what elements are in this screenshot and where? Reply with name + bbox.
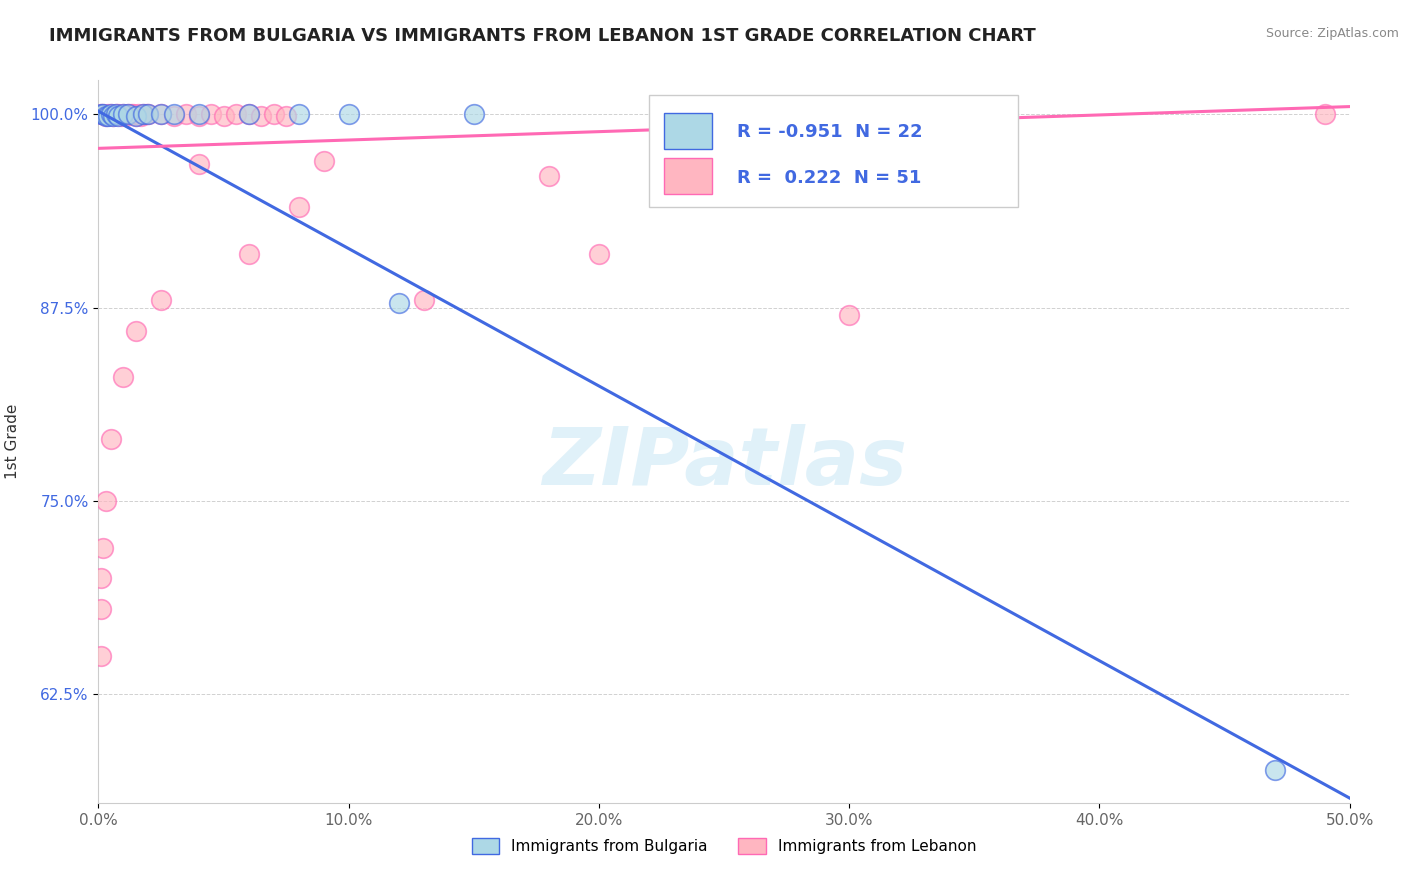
- Point: [412, 293, 434, 307]
- Bar: [664, 158, 711, 194]
- Point: [90, 572, 112, 586]
- Point: [112, 107, 135, 121]
- Point: [150, 107, 173, 121]
- Point: [132, 107, 155, 121]
- Point: [150, 293, 173, 307]
- Point: [104, 107, 127, 121]
- Point: [100, 107, 122, 121]
- Text: ZIPatlas: ZIPatlas: [541, 425, 907, 502]
- Point: [100, 107, 122, 121]
- Point: [337, 107, 360, 121]
- Point: [103, 109, 125, 123]
- Point: [94, 494, 117, 508]
- Point: [388, 296, 411, 310]
- Point: [838, 309, 860, 323]
- Point: [963, 107, 986, 121]
- Point: [1313, 107, 1336, 121]
- Point: [93, 107, 115, 121]
- Point: [312, 153, 335, 168]
- Point: [103, 109, 125, 123]
- Text: R =  0.222  N = 51: R = 0.222 N = 51: [737, 169, 921, 186]
- Point: [537, 169, 560, 184]
- Y-axis label: 1st Grade: 1st Grade: [4, 404, 20, 479]
- Point: [274, 109, 298, 123]
- Point: [94, 109, 117, 123]
- Bar: [664, 112, 711, 149]
- Point: [107, 107, 129, 121]
- Point: [250, 109, 273, 123]
- Point: [138, 107, 160, 121]
- Point: [117, 107, 139, 121]
- Point: [93, 541, 115, 555]
- Point: [122, 107, 145, 121]
- Point: [138, 107, 160, 121]
- Point: [1264, 764, 1286, 778]
- Text: IMMIGRANTS FROM BULGARIA VS IMMIGRANTS FROM LEBANON 1ST GRADE CORRELATION CHART: IMMIGRANTS FROM BULGARIA VS IMMIGRANTS F…: [49, 27, 1036, 45]
- Point: [263, 107, 285, 121]
- Point: [187, 109, 209, 123]
- Point: [588, 246, 610, 260]
- Point: [287, 107, 309, 121]
- Point: [187, 157, 209, 171]
- Point: [112, 370, 135, 384]
- Point: [125, 324, 148, 338]
- Point: [127, 107, 149, 121]
- Text: R = -0.951  N = 22: R = -0.951 N = 22: [737, 123, 922, 141]
- Point: [110, 109, 132, 123]
- Point: [238, 107, 260, 121]
- Point: [107, 109, 129, 123]
- Point: [117, 107, 139, 121]
- Point: [94, 109, 117, 123]
- Point: [200, 107, 222, 121]
- Point: [90, 107, 112, 121]
- Point: [115, 109, 138, 123]
- Point: [238, 246, 260, 260]
- Point: [90, 648, 112, 663]
- Point: [238, 107, 260, 121]
- Legend: Immigrants from Bulgaria, Immigrants from Lebanon: Immigrants from Bulgaria, Immigrants fro…: [465, 832, 983, 860]
- Point: [787, 109, 810, 123]
- Point: [174, 107, 197, 121]
- Point: [100, 432, 122, 446]
- Point: [135, 107, 157, 121]
- Point: [150, 107, 173, 121]
- Point: [90, 107, 112, 121]
- Point: [125, 109, 148, 123]
- Point: [129, 109, 152, 123]
- Point: [162, 107, 184, 121]
- Point: [287, 200, 309, 214]
- Point: [112, 107, 135, 121]
- Point: [187, 107, 209, 121]
- Point: [162, 109, 184, 123]
- Point: [97, 109, 120, 123]
- Point: [212, 109, 235, 123]
- Text: Source: ZipAtlas.com: Source: ZipAtlas.com: [1265, 27, 1399, 40]
- Point: [93, 107, 115, 121]
- Point: [463, 107, 485, 121]
- Point: [120, 107, 142, 121]
- Point: [225, 107, 247, 121]
- Point: [90, 602, 112, 616]
- Point: [97, 107, 120, 121]
- Point: [132, 107, 155, 121]
- FancyBboxPatch shape: [650, 95, 1018, 207]
- Point: [104, 107, 127, 121]
- Point: [125, 109, 148, 123]
